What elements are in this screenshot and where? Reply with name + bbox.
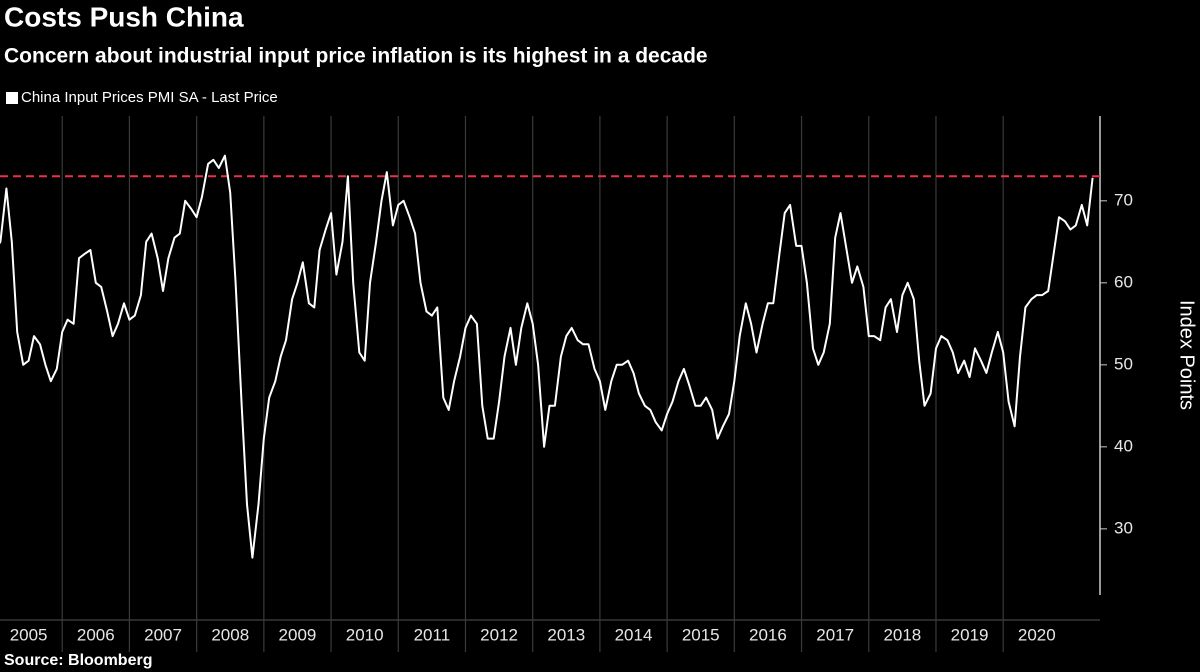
y-tick-label: 60 [1114,272,1133,291]
x-tick-label: 2009 [279,625,317,644]
y-tick-label: 70 [1114,190,1133,209]
data-line [0,154,1094,559]
x-tick-label: 2010 [346,625,384,644]
source: Source: Bloomberg [4,652,152,669]
x-tick-label: 2011 [414,625,451,644]
y-tick-label: 30 [1114,518,1133,537]
x-tick-label: 2008 [211,625,249,644]
x-tick-label: 2018 [883,625,921,644]
x-tick-label: 2020 [1018,625,1056,644]
x-tick-label: 2012 [480,625,518,644]
x-tick-label: 2015 [682,625,720,644]
x-tick-label: 2013 [547,625,585,644]
x-tick-label: 2007 [144,625,182,644]
y-tick-label: 50 [1114,354,1133,373]
x-tick-label: 2014 [615,625,653,644]
chart-title: Costs Push China [4,1,244,32]
y-axis-label: Index Points [1176,300,1198,410]
y-tick-label: 40 [1114,436,1133,455]
chart-subtitle: Concern about industrial input price inf… [4,45,708,68]
x-tick-label: 2019 [951,625,989,644]
x-tick-label: 2017 [816,625,854,644]
x-tick-label: 2006 [77,625,115,644]
x-tick-label: 2005 [10,625,48,644]
legend-label: China Input Prices PMI SA - Last Price [21,89,278,106]
legend-swatch [6,92,18,104]
x-tick-label: 2016 [749,625,787,644]
